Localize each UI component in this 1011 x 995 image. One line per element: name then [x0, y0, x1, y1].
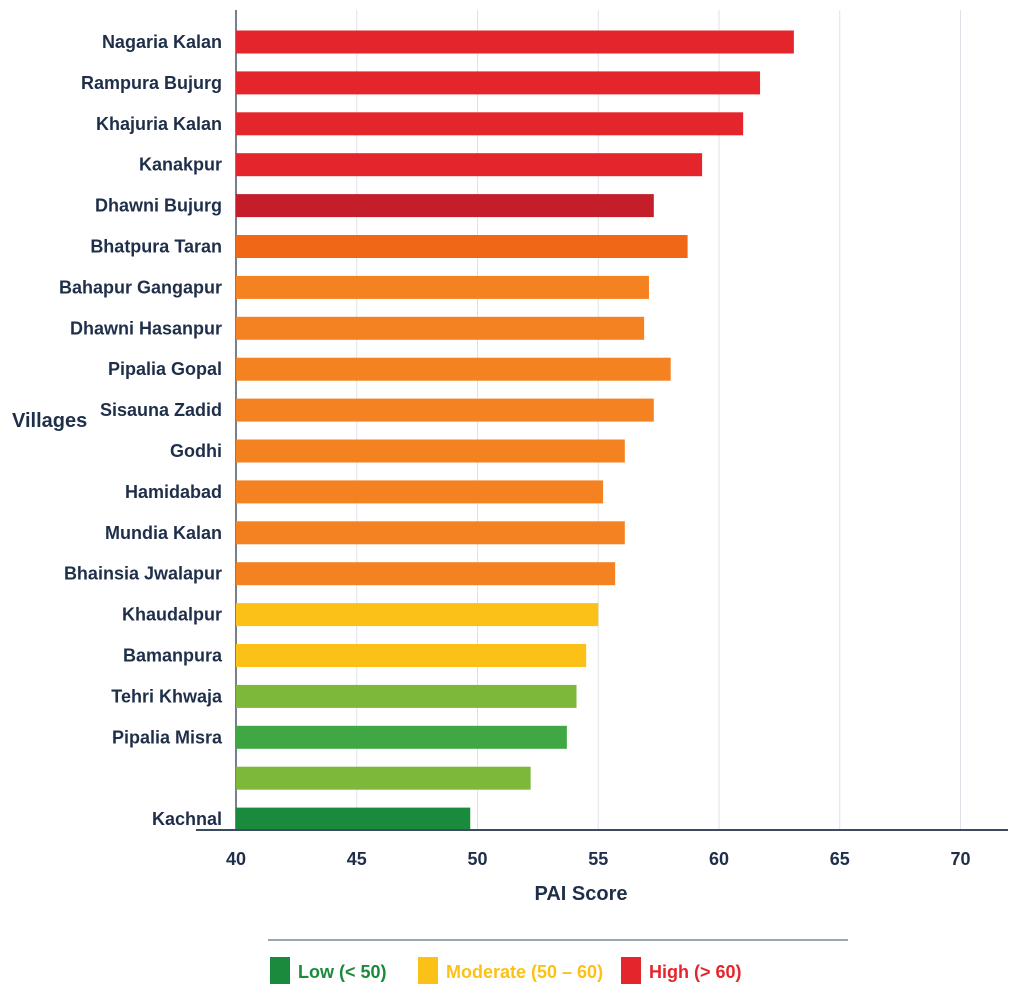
x-tick-label: 55 [588, 849, 608, 869]
category-labels: Nagaria Kalan Rampura Bujurg Khajuria Kala… [59, 32, 223, 829]
legend-label: Moderate (50 – 60) [446, 962, 603, 982]
y-tick-label: Mundia Kalan [105, 523, 222, 543]
bar [236, 153, 703, 177]
y-tick-label: Pipalia Misra [112, 727, 223, 747]
x-tick-label: 50 [467, 849, 487, 869]
bar [236, 521, 625, 545]
y-tick-label: Bamanpura [123, 646, 223, 666]
y-tick-label: Bahapur Gangapur [59, 277, 222, 297]
bar [236, 194, 654, 218]
x-tick-label: 70 [950, 849, 970, 869]
x-tick-label: 60 [709, 849, 729, 869]
legend-label: High (> 60) [649, 962, 742, 982]
bar [236, 398, 654, 422]
y-tick-label: Sisauna Zadid [100, 400, 222, 420]
bar [236, 71, 761, 95]
bar [236, 644, 587, 667]
y-tick-label: Rampura Bujurg [81, 73, 222, 93]
y-tick-label: Nagaria Kalan [102, 32, 222, 52]
legend-swatch [621, 957, 641, 984]
y-tick-label: Dhawni Hasanpur [70, 318, 222, 338]
y-tick-label: Tehri Khwaja [111, 686, 223, 706]
legend-swatch [270, 957, 290, 984]
bar [236, 275, 649, 299]
legend-label: Low (< 50) [298, 962, 387, 982]
bar [236, 562, 616, 586]
y-tick-label: Pipalia Gopal [108, 359, 222, 379]
legend-swatch [418, 957, 438, 984]
x-tick-label: 45 [347, 849, 367, 869]
bar [236, 480, 604, 504]
bar [236, 725, 567, 749]
bar [236, 807, 471, 831]
y-tick-label: Kanakpur [139, 155, 222, 175]
bar [236, 316, 645, 340]
y-tick-label: Khaudalpur [122, 605, 222, 625]
y-tick-label: Dhawni Bujurg [95, 196, 222, 216]
bar [236, 603, 599, 627]
bar [236, 439, 625, 463]
bar [236, 684, 577, 708]
bar [236, 112, 744, 136]
y-tick-label: Khajuria Kalan [96, 114, 222, 134]
legend: Low (< 50) Moderate (50 – 60) High (> 60) [270, 957, 742, 984]
x-tick-label: 40 [226, 849, 246, 869]
y-tick-label: Hamidabad [125, 482, 222, 502]
y-tick-label: Bhainsia Jwalapur [64, 564, 222, 584]
bar [236, 30, 794, 54]
bar [236, 357, 671, 381]
bar [236, 235, 688, 258]
y-tick-label: Kachnal [152, 809, 222, 829]
y-tick-label: Bhatpura Taran [90, 237, 222, 257]
x-axis: 40 45 50 55 60 65 70 [196, 829, 1008, 869]
x-axis-title: PAI Score [535, 883, 628, 905]
y-axis-title: Villages [12, 410, 87, 432]
bars [236, 30, 794, 831]
bar [236, 766, 531, 790]
x-tick-label: 65 [830, 849, 850, 869]
y-tick-label: Godhi [170, 441, 222, 461]
